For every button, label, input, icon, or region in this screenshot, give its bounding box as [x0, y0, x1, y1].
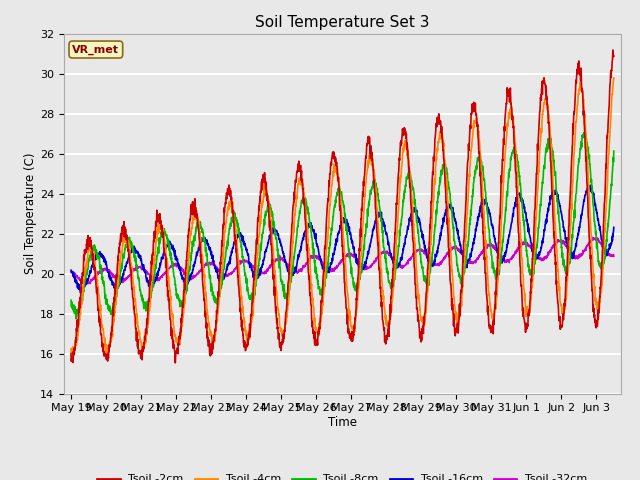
Y-axis label: Soil Temperature (C): Soil Temperature (C): [24, 153, 37, 275]
X-axis label: Time: Time: [328, 416, 357, 429]
Text: VR_met: VR_met: [72, 44, 119, 55]
Title: Soil Temperature Set 3: Soil Temperature Set 3: [255, 15, 429, 30]
Legend: Tsoil -2cm, Tsoil -4cm, Tsoil -8cm, Tsoil -16cm, Tsoil -32cm: Tsoil -2cm, Tsoil -4cm, Tsoil -8cm, Tsoi…: [93, 470, 592, 480]
